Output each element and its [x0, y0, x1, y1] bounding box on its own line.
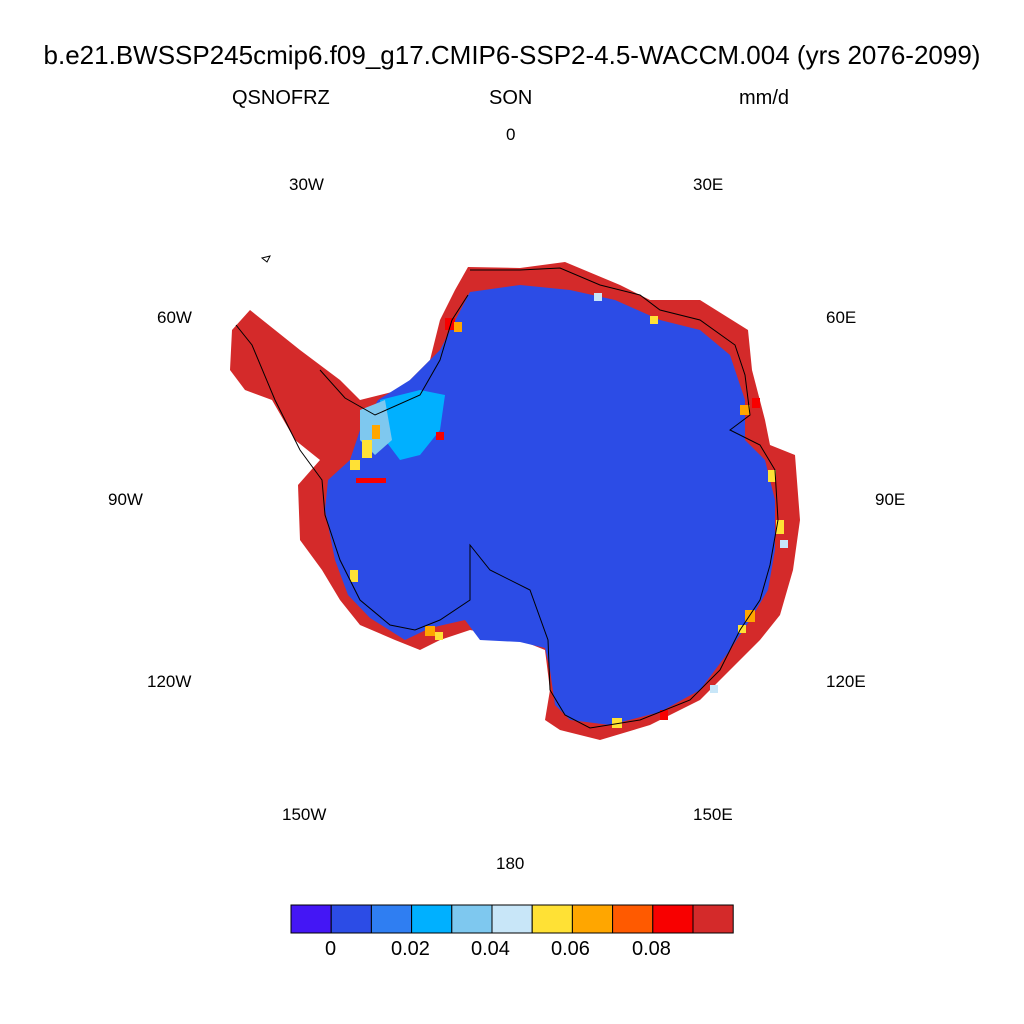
colorbar-box	[290, 904, 332, 934]
colorbar-box	[652, 904, 694, 934]
lon-label-0: 0	[506, 125, 516, 144]
lon-label-90w: 90W	[108, 490, 143, 509]
colorbar-box	[612, 904, 654, 934]
lon-label-60e: 60E	[826, 308, 857, 327]
units-label: mm/d	[739, 87, 789, 109]
lon-label-90e: 90E	[875, 490, 906, 509]
lon-label-180: 180	[496, 854, 525, 873]
coastline	[235, 267, 779, 729]
lon-label-30w: 30W	[289, 175, 324, 194]
colorbar-label-0: 0	[325, 938, 337, 960]
variable-name: QSNOFRZ	[232, 87, 330, 109]
coastal-pixels	[350, 293, 788, 728]
colorbar-box	[692, 904, 734, 934]
lon-label-120w: 120W	[147, 672, 192, 691]
colorbar-box	[370, 904, 413, 934]
colorbar-box	[531, 904, 573, 934]
colorbar-box	[330, 904, 372, 934]
small-island	[260, 255, 271, 263]
colorbar-box	[411, 904, 453, 934]
colorbar-label-1: 0.02	[391, 938, 430, 960]
lon-label-150e: 150E	[693, 805, 733, 824]
colorbar-label-3: 0.06	[551, 938, 590, 960]
cyan-patch-peninsula	[380, 390, 445, 460]
colorbar-box	[491, 904, 533, 934]
lon-label-120e: 120E	[826, 672, 866, 691]
plot-title: b.e21.BWSSP245cmip6.f09_g17.CMIP6-SSP2-4…	[43, 40, 981, 70]
colorbar-label-4: 0.08	[632, 938, 671, 960]
lon-label-150w: 150W	[282, 805, 327, 824]
lon-label-30e: 30E	[693, 175, 724, 194]
colorbar-box	[451, 904, 493, 934]
season-label: SON	[489, 87, 533, 109]
colorbar-label-2: 0.04	[471, 938, 510, 960]
colorbar-box	[571, 904, 614, 934]
lon-label-60w: 60W	[157, 308, 192, 327]
